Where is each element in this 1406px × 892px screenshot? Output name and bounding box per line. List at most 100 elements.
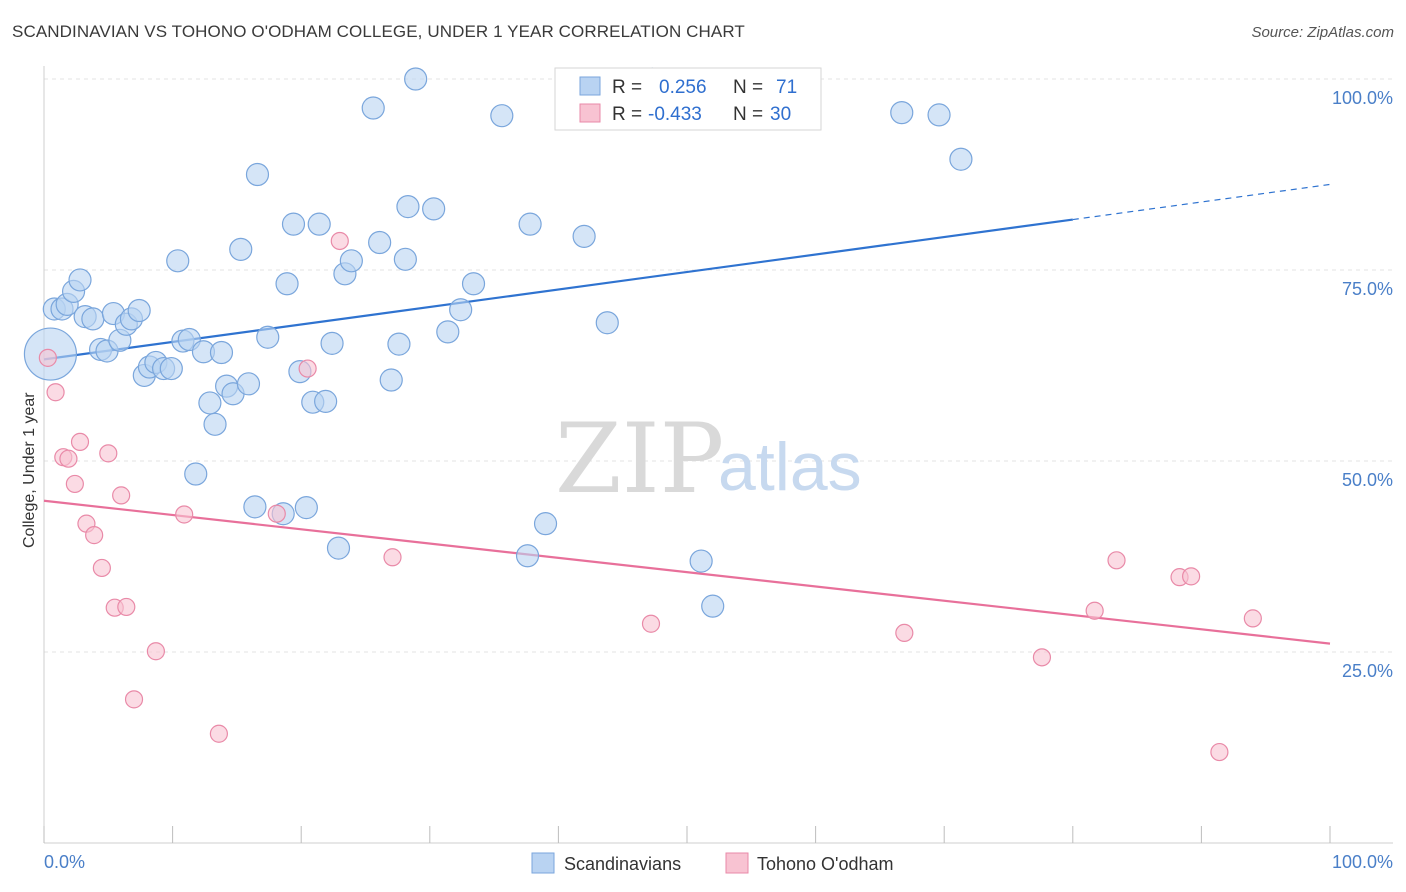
point-tohono-oodham <box>70 432 90 451</box>
watermark-zip: ZIP <box>555 403 724 515</box>
point-tohono-oodham <box>298 359 317 378</box>
point-scandinavians <box>81 307 105 331</box>
point-scandinavians <box>203 412 227 436</box>
point-tohono-oodham <box>117 597 136 617</box>
point-scandinavians <box>890 101 914 125</box>
point-tohono-oodham <box>641 614 661 633</box>
point-tohono-oodham <box>1032 648 1052 667</box>
point-tohono-oodham <box>1182 567 1201 586</box>
watermark-atlas: atlas <box>718 429 862 505</box>
legend-label-scandinavians: Scandinavians <box>564 854 681 874</box>
point-tohono-oodham <box>383 548 402 567</box>
point-tohono-oodham <box>46 383 65 402</box>
x-tick-label-min: 0.0% <box>44 852 85 872</box>
legend-label-tohono-oodham: Tohono O'odham <box>757 854 894 874</box>
y-tick-label: 100.0% <box>1332 88 1393 108</box>
point-scandinavians <box>166 249 190 273</box>
point-scandinavians <box>518 212 542 236</box>
point-scandinavians <box>243 495 267 519</box>
point-tohono-oodham <box>330 231 349 251</box>
point-scandinavians <box>159 356 183 381</box>
point-scandinavians <box>68 268 92 292</box>
y-tick-label: 25.0% <box>1342 661 1393 681</box>
legend-swatch-tohono-oodham <box>725 852 749 874</box>
stats-swatch-blue <box>579 76 601 96</box>
point-scandinavians <box>127 298 151 323</box>
legend-swatch-scandinavians <box>531 852 555 874</box>
y-tick-label: 50.0% <box>1342 470 1393 490</box>
point-tohono-oodham <box>38 348 57 367</box>
stats-r-label-1: R = <box>612 77 642 98</box>
y-tick-label: 75.0% <box>1342 279 1393 299</box>
point-scandinavians <box>422 197 446 221</box>
stats-box: R = 0.256 N = 71 R = -0.433 N = 30 <box>554 67 822 131</box>
point-tohono-oodham <box>1243 609 1262 628</box>
point-tohono-oodham <box>112 486 131 505</box>
point-tohono-oodham <box>895 623 914 643</box>
trend-layer <box>43 183 1331 645</box>
stats-n-label-2: N = <box>733 104 763 125</box>
point-scandinavians <box>490 104 514 128</box>
point-scandinavians <box>689 549 713 573</box>
point-scandinavians <box>368 230 392 255</box>
chart-title: SCANDINAVIAN VS TOHONO O'ODHAM COLLEGE, … <box>12 22 745 41</box>
point-scandinavians <box>461 272 486 296</box>
point-scandinavians <box>184 462 208 486</box>
point-scandinavians <box>701 594 725 618</box>
point-scandinavians <box>927 103 951 127</box>
stats-n-value-2: 30 <box>770 104 791 125</box>
point-scandinavians <box>198 391 222 415</box>
point-tohono-oodham <box>124 690 144 709</box>
stats-r-value-2: -0.433 <box>648 104 702 125</box>
point-tohono-oodham <box>146 642 165 661</box>
point-scandinavians <box>275 272 299 296</box>
point-tohono-oodham <box>92 558 111 578</box>
legend: Scandinavians Tohono O'odham <box>531 852 894 874</box>
point-scandinavians <box>245 162 270 187</box>
point-scandinavians <box>339 249 363 273</box>
trend-line-scandinavians-extension <box>1072 183 1331 221</box>
trend-line-scandinavians <box>43 218 1073 361</box>
point-scandinavians <box>595 311 619 335</box>
point-scandinavians <box>320 331 344 355</box>
point-scandinavians <box>404 67 428 91</box>
point-scandinavians <box>533 512 558 536</box>
point-tohono-oodham <box>65 474 84 494</box>
point-tohono-oodham <box>85 526 104 545</box>
stats-swatch-pink <box>579 103 601 123</box>
point-scandinavians <box>256 325 280 349</box>
point-tohono-oodham <box>99 444 118 463</box>
point-scandinavians <box>379 368 403 392</box>
point-tohono-oodham <box>1210 742 1229 762</box>
point-scandinavians <box>281 212 306 236</box>
point-scandinavians <box>209 340 234 365</box>
point-scandinavians <box>314 389 338 414</box>
point-scandinavians <box>361 96 385 120</box>
point-tohono-oodham <box>209 724 228 743</box>
point-tohono-oodham <box>175 505 194 524</box>
axis-layer: 25.0% 50.0% 75.0% 100.0% <box>43 66 1393 844</box>
trend-line-tohono-oodham <box>43 499 1331 645</box>
point-scandinavians <box>436 320 460 344</box>
point-scandinavians <box>396 194 420 219</box>
point-scandinavians <box>515 544 540 568</box>
point-scandinavians <box>326 536 351 560</box>
point-scandinavians <box>236 372 261 396</box>
x-tick-label-max: 100.0% <box>1332 852 1393 872</box>
point-scandinavians <box>393 247 417 271</box>
point-scandinavians <box>307 212 331 236</box>
point-tohono-oodham <box>1107 551 1126 570</box>
stats-r-label-2: R = <box>612 104 642 125</box>
stats-r-value-1: 0.256 <box>659 77 707 98</box>
point-scandinavians <box>449 298 473 322</box>
point-scandinavians <box>294 496 318 520</box>
source-credit: Source: ZipAtlas.com <box>1251 24 1394 41</box>
point-scandinavians <box>229 237 253 261</box>
point-tohono-oodham <box>267 504 286 523</box>
stats-n-value-1: 71 <box>776 77 797 98</box>
stats-n-label-1: N = <box>733 77 763 98</box>
point-scandinavians <box>572 224 596 248</box>
point-tohono-oodham <box>59 449 78 468</box>
point-tohono-oodham <box>1085 601 1104 620</box>
